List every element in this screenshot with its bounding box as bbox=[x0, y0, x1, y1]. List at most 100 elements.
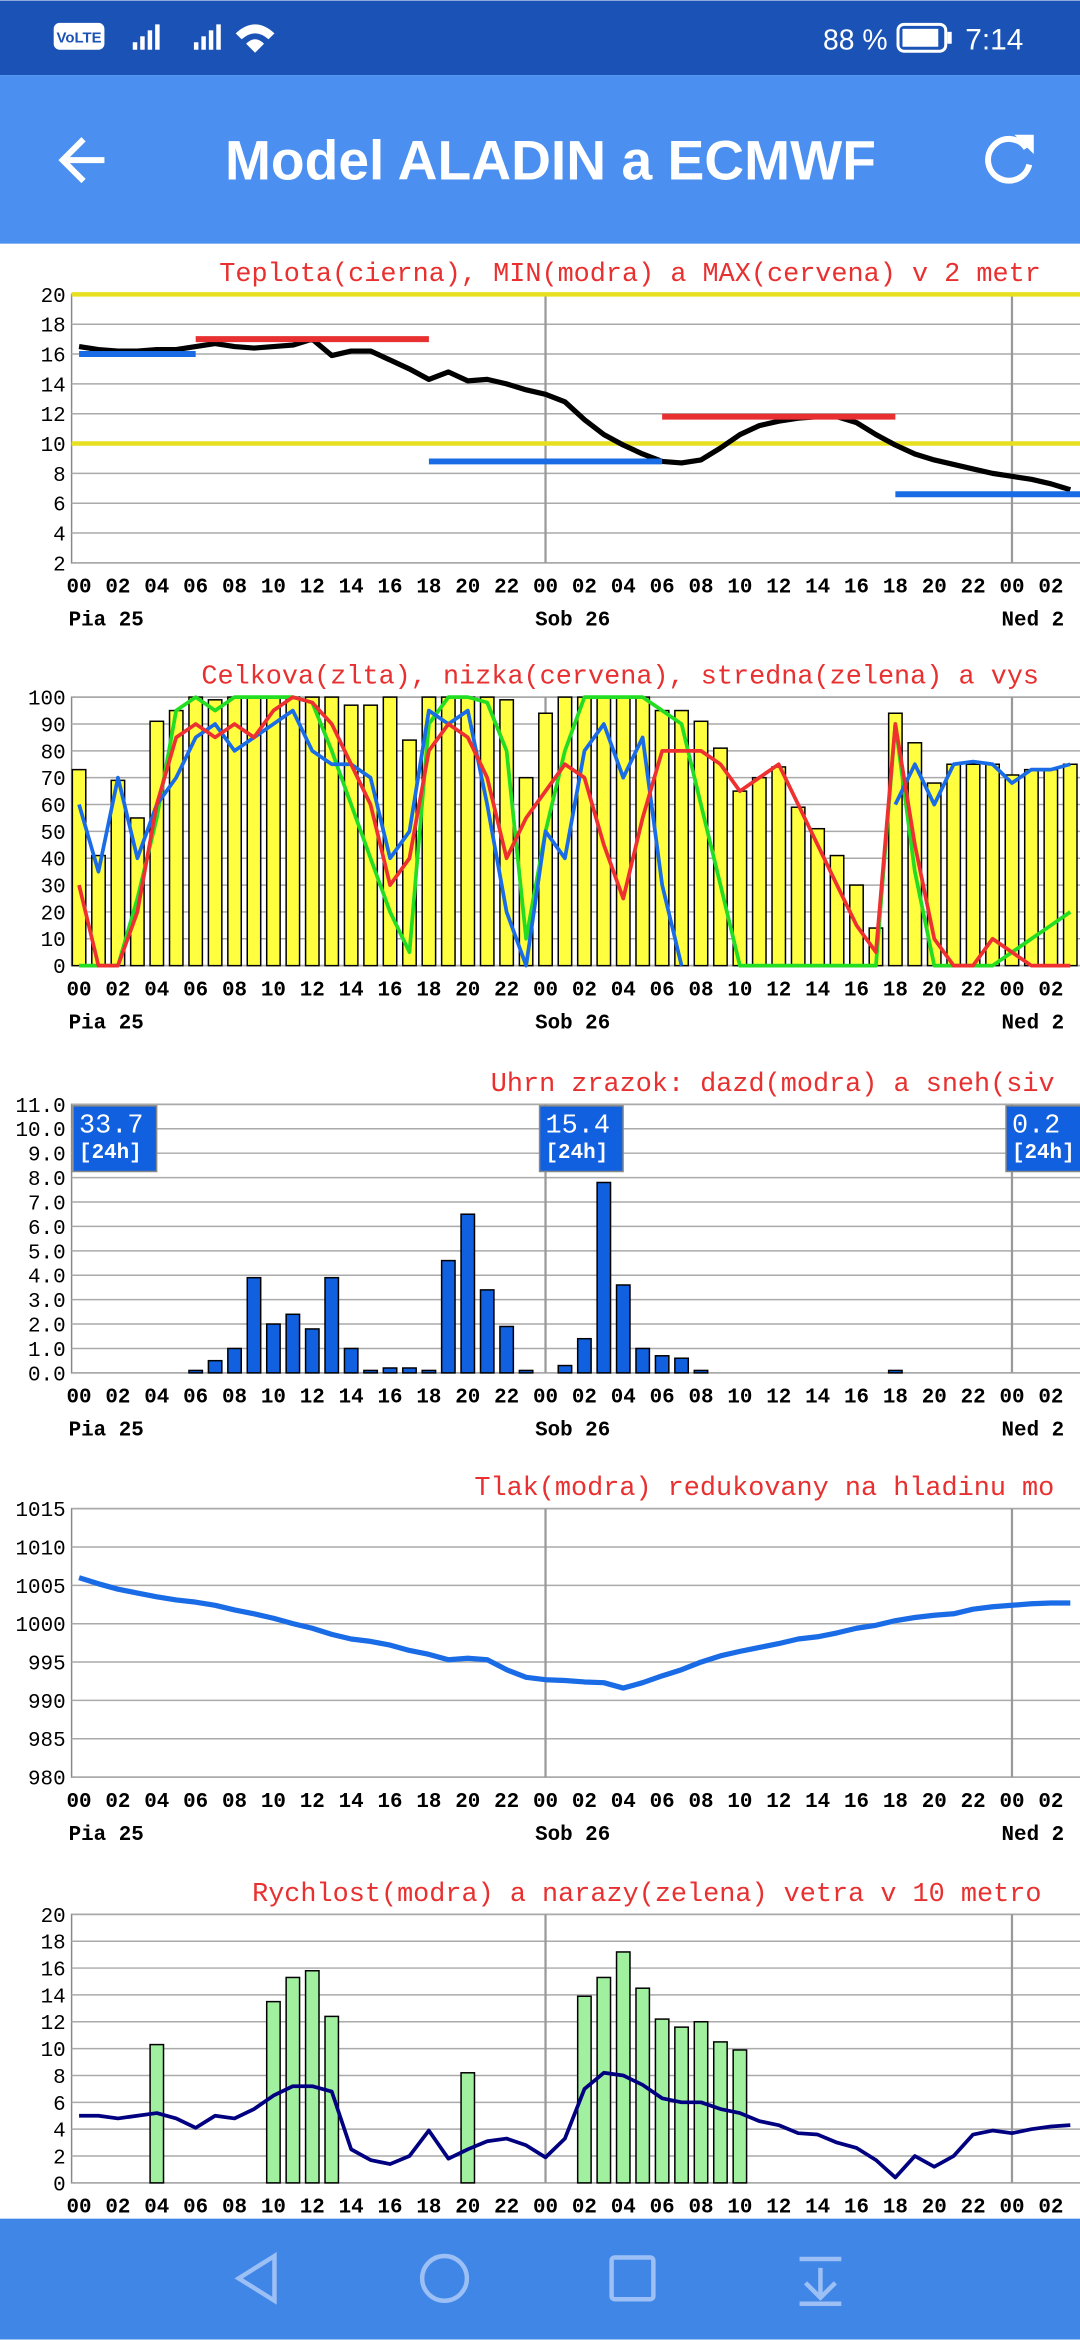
y-tick-label: 40 bbox=[41, 850, 66, 873]
x-tick-label: 02 bbox=[105, 2197, 130, 2220]
back-button[interactable] bbox=[58, 137, 105, 184]
nav-recents[interactable] bbox=[609, 2255, 656, 2302]
plot-frame bbox=[70, 1507, 1080, 1778]
x-tick-label: 00 bbox=[67, 577, 92, 600]
x-tick-label: 02 bbox=[1038, 2197, 1063, 2220]
x-tick-label: 04 bbox=[144, 577, 169, 600]
chart-title: Uhrn zrazok: dazd(modra) a sneh(siv bbox=[491, 1070, 1055, 1100]
y-tick-label: 12 bbox=[41, 405, 66, 428]
y-tick-label: 4.0 bbox=[28, 1267, 66, 1290]
x-tick-label: 10 bbox=[261, 577, 286, 600]
bar bbox=[946, 763, 962, 967]
bar bbox=[265, 696, 281, 967]
day-label: Sob 26 bbox=[535, 1012, 610, 1035]
x-tick-label: 12 bbox=[300, 577, 325, 600]
daily-total-value: 33.7 bbox=[79, 1112, 143, 1142]
y-tick-label: 985 bbox=[28, 1730, 66, 1753]
bar bbox=[402, 1367, 417, 1374]
bar bbox=[965, 763, 981, 967]
y-tick-label: 11.0 bbox=[16, 1096, 66, 1119]
x-tick-label: 12 bbox=[300, 979, 325, 1002]
bar bbox=[207, 1359, 223, 1374]
x-tick-label: 22 bbox=[961, 1791, 986, 1814]
bar bbox=[615, 1284, 631, 1374]
bar bbox=[324, 1276, 340, 1374]
x-tick-label: 20 bbox=[455, 577, 480, 600]
y-tick-label: 18 bbox=[41, 316, 66, 339]
line-series bbox=[79, 2070, 1071, 2180]
x-tick-label: 22 bbox=[961, 979, 986, 1002]
day-label: Pia 25 bbox=[69, 1824, 144, 1847]
daily-total-period: [24h] bbox=[79, 1142, 142, 1165]
volte-badge bbox=[53, 22, 105, 50]
bar bbox=[1004, 774, 1020, 967]
x-tick-label: 12 bbox=[300, 2197, 325, 2220]
nav-back[interactable] bbox=[234, 2251, 277, 2305]
y-tick-label: 1010 bbox=[16, 1538, 66, 1561]
y-tick-label: 6.0 bbox=[28, 1218, 66, 1241]
x-tick-label: 02 bbox=[1038, 577, 1063, 600]
x-tick-label: 08 bbox=[688, 1791, 713, 1814]
x-tick-label: 06 bbox=[183, 1791, 208, 1814]
y-tick-label: 80 bbox=[41, 742, 66, 765]
refresh-button[interactable] bbox=[985, 134, 1034, 184]
x-tick-label: 18 bbox=[883, 577, 908, 600]
day-label: Pia 25 bbox=[69, 610, 144, 633]
y-tick-label: 1000 bbox=[16, 1615, 66, 1638]
y-tick-label: 20 bbox=[41, 903, 66, 926]
chart-title: Rychlost(modra) a narazy(zelena) vetra v… bbox=[252, 1880, 1041, 1910]
x-tick-label: 02 bbox=[105, 979, 130, 1002]
y-tick-label: 16 bbox=[41, 1960, 66, 1983]
x-tick-label: 14 bbox=[805, 1791, 830, 1814]
y-tick-label: 7.0 bbox=[28, 1193, 66, 1216]
x-tick-label: 20 bbox=[922, 979, 947, 1002]
daily-total-value: 0.2 bbox=[1012, 1112, 1060, 1142]
status-bar bbox=[0, 0, 1080, 76]
app-title: Model ALADIN a ECMWF bbox=[225, 130, 876, 192]
x-tick-label: 16 bbox=[844, 1387, 869, 1410]
y-tick-label: 4 bbox=[53, 2121, 66, 2144]
bar bbox=[518, 1369, 534, 1374]
y-tick-label: 14 bbox=[41, 375, 66, 398]
bar bbox=[460, 1213, 476, 1374]
y-tick-label: 10.0 bbox=[16, 1120, 66, 1143]
x-tick-label: 00 bbox=[999, 2197, 1024, 2220]
bar bbox=[479, 1289, 495, 1374]
day-label: Sob 26 bbox=[535, 1824, 610, 1847]
nav-home[interactable] bbox=[419, 2253, 470, 2303]
x-tick-label: 14 bbox=[339, 577, 364, 600]
bar bbox=[557, 1364, 573, 1374]
x-tick-label: 22 bbox=[494, 577, 519, 600]
charts-area: Teplota(cierna), MIN(modra) a MAX(cerven… bbox=[16, 260, 1080, 2220]
bar bbox=[285, 1313, 301, 1374]
y-tick-label: 14 bbox=[41, 1986, 66, 2009]
bar bbox=[227, 1347, 243, 1374]
daily-total-value: 15.4 bbox=[546, 1112, 610, 1142]
x-tick-label: 02 bbox=[105, 1387, 130, 1410]
x-tick-label: 12 bbox=[766, 577, 791, 600]
x-tick-label: 12 bbox=[766, 2197, 791, 2220]
x-tick-label: 22 bbox=[494, 1791, 519, 1814]
daily-total-box bbox=[538, 1105, 624, 1173]
x-tick-label: 18 bbox=[416, 2197, 441, 2220]
signal-icons bbox=[132, 24, 275, 53]
x-tick-label: 06 bbox=[650, 1791, 675, 1814]
bar bbox=[596, 1181, 612, 1374]
bar bbox=[1062, 763, 1078, 967]
nav-notifications[interactable] bbox=[799, 2256, 842, 2306]
bar bbox=[751, 776, 767, 967]
chart-title: Celkova(zlta), nizka(cervena), stredna(z… bbox=[201, 663, 1039, 693]
x-tick-label: 20 bbox=[922, 577, 947, 600]
y-tick-label: 30 bbox=[41, 877, 66, 900]
y-tick-label: 20 bbox=[41, 286, 66, 309]
x-tick-label: 08 bbox=[688, 1387, 713, 1410]
x-tick-label: 08 bbox=[222, 2197, 247, 2220]
y-tick-label: 2 bbox=[53, 554, 66, 577]
x-tick-label: 12 bbox=[300, 1791, 325, 1814]
x-tick-label: 04 bbox=[611, 1387, 636, 1410]
y-tick-label: 10 bbox=[41, 435, 66, 458]
bar bbox=[693, 1369, 709, 1374]
x-tick-label: 12 bbox=[766, 1791, 791, 1814]
nav-bar bbox=[0, 2218, 1080, 2340]
